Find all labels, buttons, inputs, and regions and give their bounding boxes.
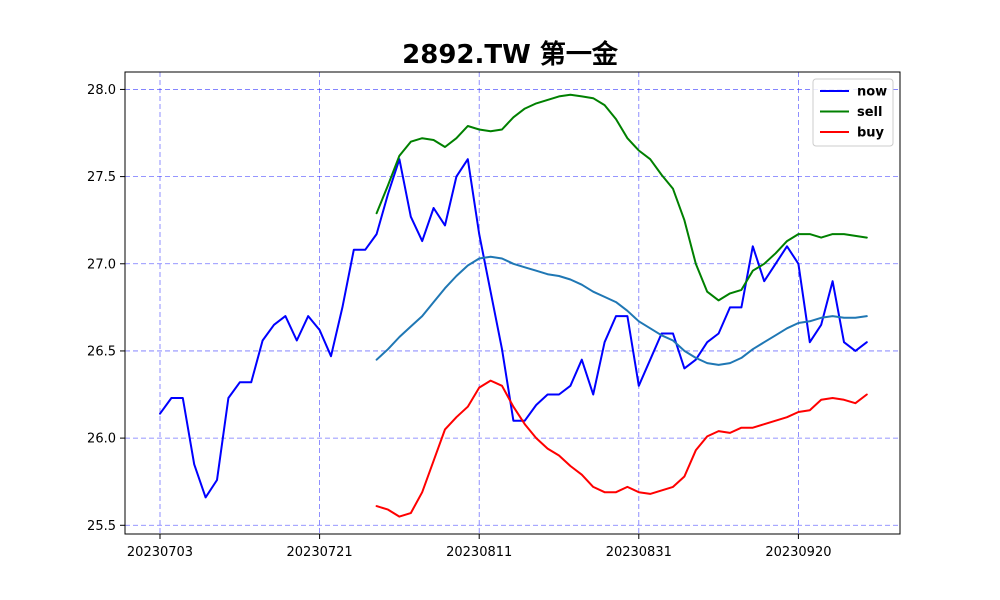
x-axis: 20230703 20230721 20230811 20230831 20230920 <box>127 534 831 560</box>
y-tick-label: 28.0 <box>87 83 116 98</box>
legend-label-sell: sell <box>857 105 882 120</box>
series-lines <box>159 93 868 518</box>
x-tick-label: 20230811 <box>446 545 512 560</box>
grid-lines <box>125 72 900 534</box>
x-tick-label: 20230920 <box>765 545 831 560</box>
series-line-sell <box>375 93 868 302</box>
plot-area-frame <box>124 71 901 535</box>
legend-label-now: now <box>857 85 887 100</box>
y-axis: 25.5 26.0 26.5 27.0 27.5 28.0 <box>87 83 125 534</box>
y-tick-label: 27.0 <box>87 257 116 272</box>
x-tick-label: 20230831 <box>606 545 672 560</box>
legend-label-buy: buy <box>857 126 885 141</box>
chart-title: 2892.TW 第一金 <box>402 39 619 70</box>
y-tick-label: 26.0 <box>87 432 116 447</box>
y-tick-label: 26.5 <box>87 344 116 359</box>
legend: now sell buy <box>812 78 894 147</box>
y-tick-label: 25.5 <box>87 519 116 534</box>
series-line-buy <box>375 379 868 518</box>
series-line-trend <box>375 255 868 366</box>
series-line-now <box>159 158 868 499</box>
x-tick-label: 20230721 <box>287 545 353 560</box>
x-tick-label: 20230703 <box>127 545 193 560</box>
y-tick-label: 27.5 <box>87 170 116 185</box>
legend-box <box>812 78 894 147</box>
